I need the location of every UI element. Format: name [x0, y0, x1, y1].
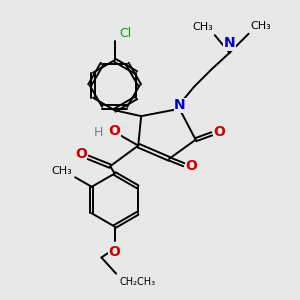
Text: H: H [94, 126, 103, 139]
Text: Cl: Cl [119, 27, 131, 40]
Text: O: O [185, 159, 197, 173]
Text: N: N [174, 98, 186, 112]
Text: N: N [224, 37, 235, 50]
Text: O: O [213, 125, 225, 139]
Text: CH₃: CH₃ [51, 166, 72, 176]
Text: CH₃: CH₃ [250, 21, 271, 31]
Text: O: O [109, 245, 121, 259]
Text: CH₃: CH₃ [193, 22, 213, 32]
Text: O: O [75, 147, 87, 161]
Text: O: O [109, 124, 121, 138]
Text: CH₂CH₃: CH₂CH₃ [119, 277, 155, 286]
